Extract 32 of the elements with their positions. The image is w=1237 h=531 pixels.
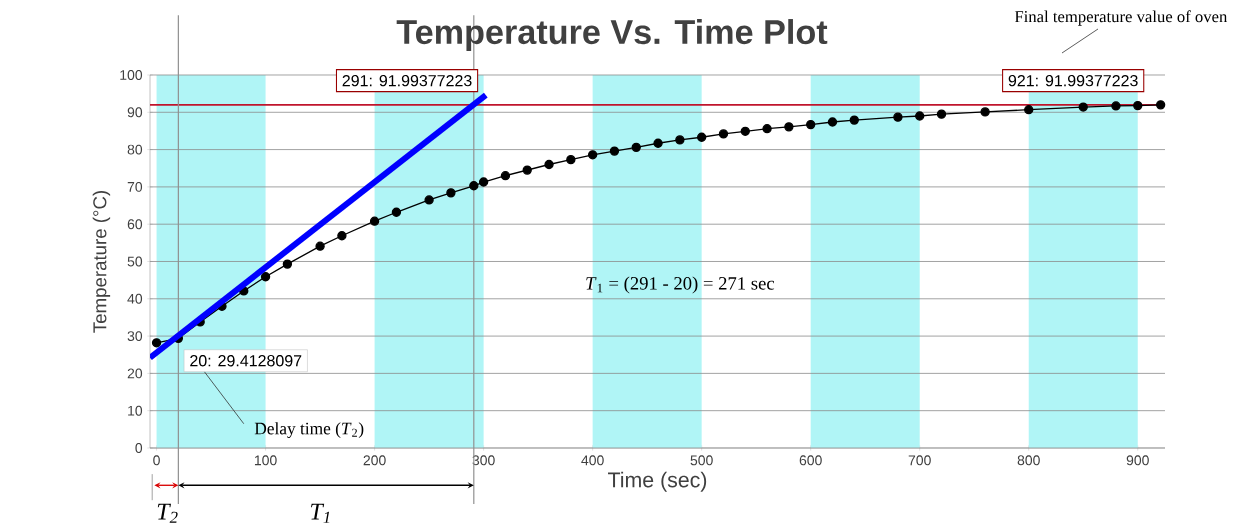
- x-tick-label: 200: [363, 455, 386, 466]
- y-tick-label: 40: [127, 293, 143, 304]
- annotation: 921: 91.99377223: [1008, 74, 1138, 87]
- chart-title: Temperature Vs. Time Plot: [396, 19, 828, 51]
- y-tick-label: 70: [127, 181, 143, 192]
- y-tick-label: 60: [127, 219, 143, 230]
- text: T$_{2}$: [157, 503, 178, 523]
- x-tick-label: 300: [472, 455, 495, 466]
- y-tick-label: 80: [127, 144, 143, 155]
- text: Final temperature value of oven: [1014, 10, 1228, 26]
- x-tick-label: 0: [153, 455, 160, 466]
- y-tick-label: 100: [120, 70, 143, 80]
- x-tick-label: 900: [1126, 455, 1149, 466]
- y-tick-label: 90: [127, 107, 143, 118]
- y-tick-label: 30: [127, 331, 143, 342]
- text: T$_{1}$: [310, 503, 330, 523]
- y-axis-title: Temperature (°C): [92, 190, 111, 333]
- annotation: 20: 29.4128097: [190, 355, 302, 367]
- annotation: Delay time (T$_{2}$): [254, 422, 364, 438]
- x-tick-label: 100: [254, 455, 277, 466]
- x-tick-label: 800: [1017, 455, 1040, 466]
- x-tick-label: 500: [690, 455, 713, 466]
- y-tick-label: 10: [128, 405, 143, 416]
- x-tick-label: 600: [799, 455, 822, 466]
- y-tick-label: 0: [135, 443, 143, 453]
- x-tick-label: 700: [908, 455, 931, 466]
- annotation: T$_{1}$ = (291 - 20) = 271 sec: [586, 276, 775, 294]
- x-axis-title: Time (sec): [608, 471, 707, 492]
- y-tick-label: 20: [127, 368, 143, 379]
- annotation: 291: 91.99377223: [342, 74, 472, 87]
- x-tick-label: 400: [581, 455, 604, 466]
- y-tick-label: 50: [127, 256, 143, 267]
